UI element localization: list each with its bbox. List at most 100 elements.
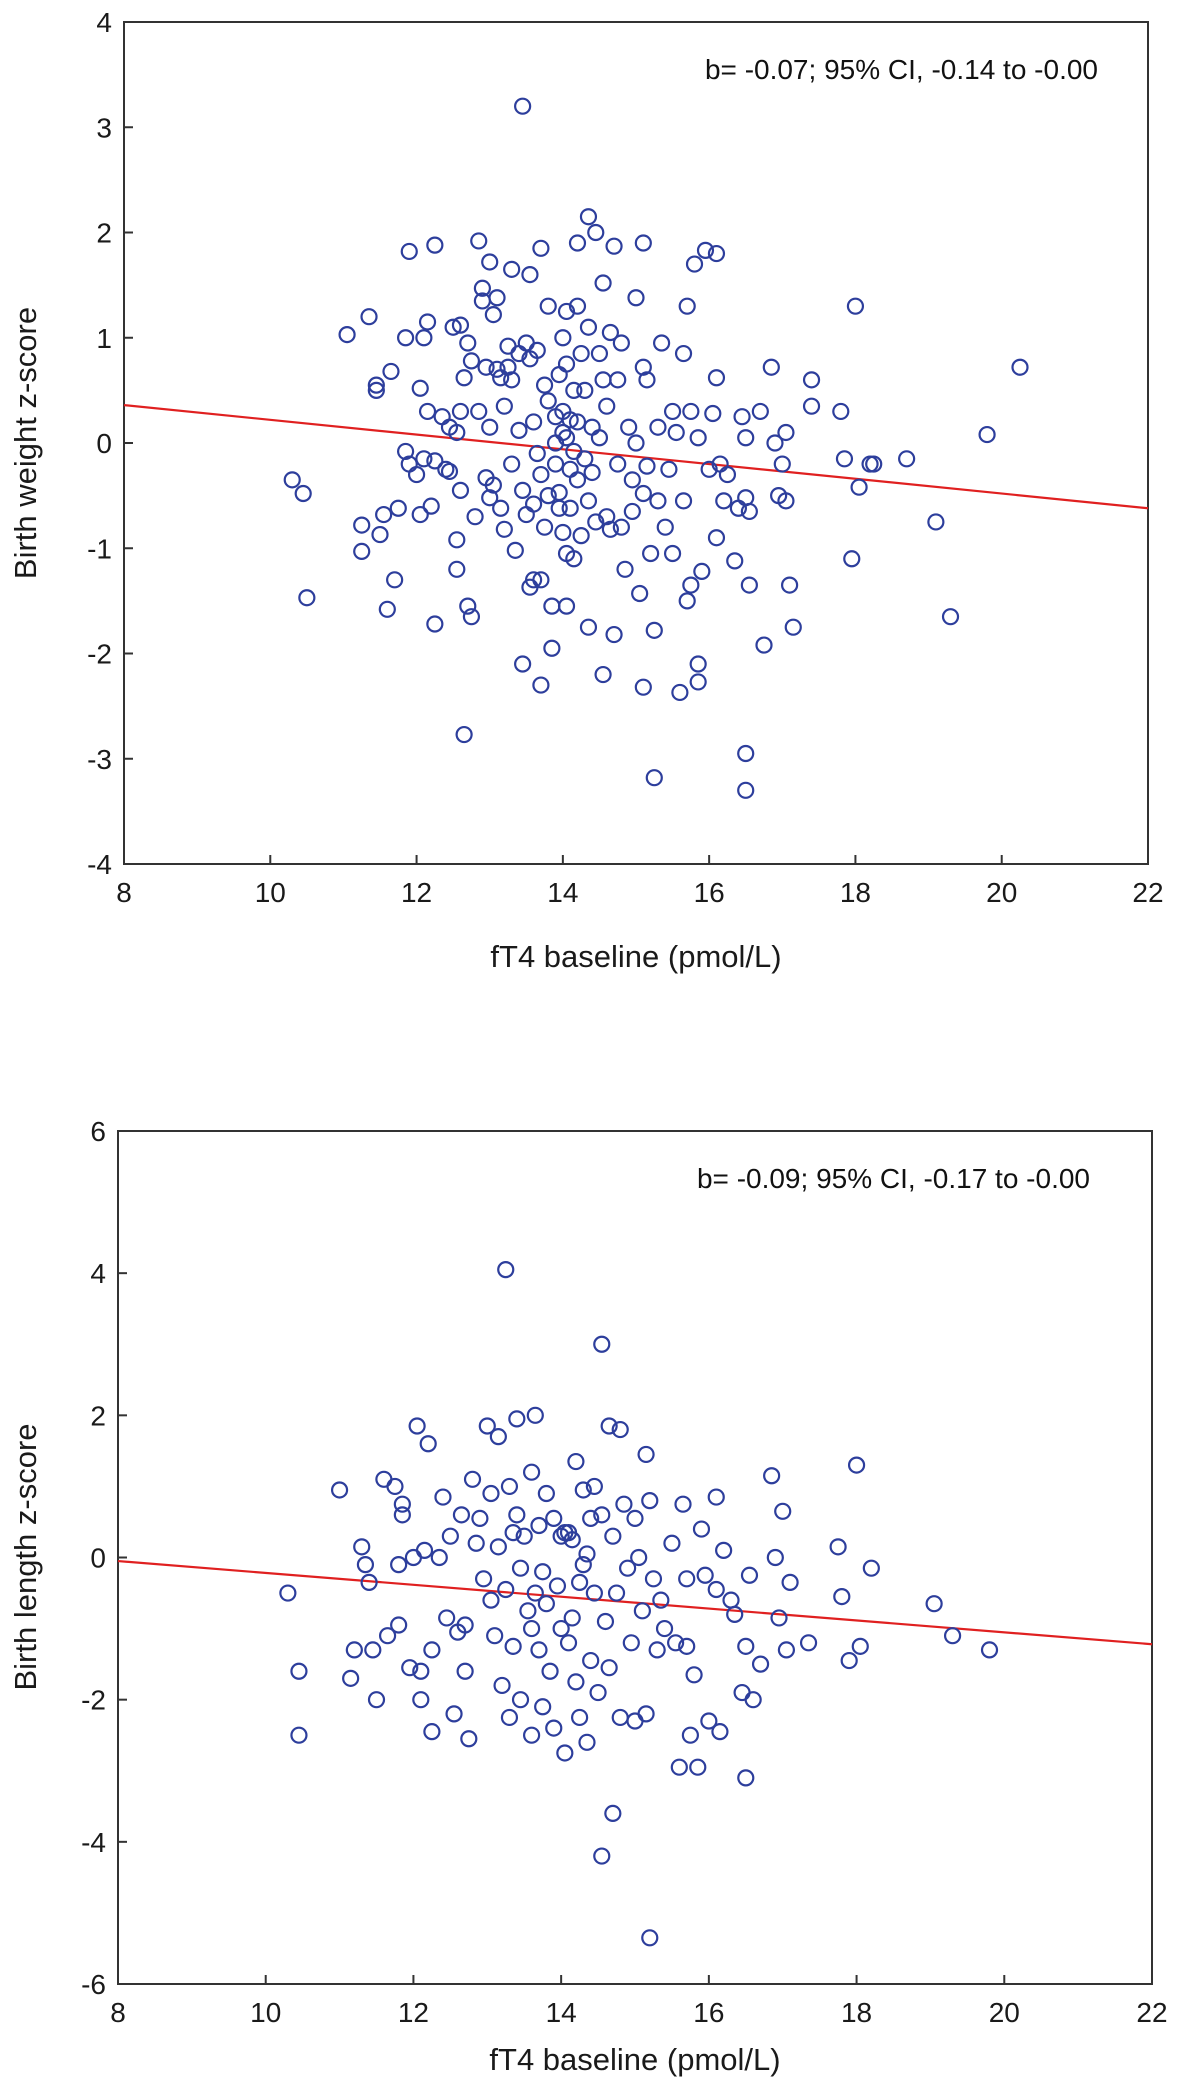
data-point: [609, 455, 627, 473]
data-point: [781, 1573, 799, 1591]
data-point: [448, 560, 466, 578]
data-point: [367, 381, 385, 399]
data-point: [497, 1261, 515, 1279]
data-point: [579, 208, 598, 226]
plot-area-frame: [117, 1130, 1153, 1985]
data-point: [471, 1509, 489, 1528]
data-point: [451, 316, 470, 334]
data-point: [557, 429, 576, 447]
data-point: [642, 544, 660, 563]
data-point: [530, 1641, 548, 1659]
data-point: [422, 497, 440, 515]
data-point: [511, 1559, 530, 1577]
x-tick-label: 16: [693, 1997, 724, 2028]
data-point: [441, 1527, 459, 1545]
y-tick-label: -6: [81, 1969, 106, 2000]
regression-line: [117, 1559, 1153, 1646]
plot-area-frame: [123, 21, 1149, 865]
data-point: [737, 1637, 755, 1655]
data-point: [700, 1712, 718, 1730]
data-point: [590, 429, 609, 447]
data-point: [601, 323, 620, 342]
data-point: [492, 499, 510, 517]
data-point: [412, 1691, 430, 1709]
data-point: [802, 371, 821, 389]
data-point: [426, 615, 444, 633]
data-point: [338, 325, 356, 344]
data-point: [528, 341, 546, 359]
data-point: [548, 1577, 567, 1595]
data-point: [532, 571, 550, 589]
data-point: [678, 1637, 696, 1655]
data-point: [678, 592, 696, 610]
data-point: [488, 360, 506, 378]
data-point: [423, 1641, 441, 1659]
data-point: [418, 313, 437, 331]
data-point: [353, 1538, 371, 1556]
data-point: [451, 402, 470, 421]
data-point: [386, 1477, 404, 1496]
data-point: [407, 465, 426, 484]
data-point: [593, 1506, 611, 1524]
data-point: [426, 236, 444, 254]
data-point: [470, 232, 488, 250]
data-point: [524, 413, 543, 431]
data-point: [678, 1570, 696, 1588]
data-point: [506, 541, 524, 559]
data-point: [572, 527, 590, 545]
data-point: [589, 1683, 607, 1702]
data-point: [462, 352, 481, 370]
data-point: [861, 455, 879, 473]
data-point: [707, 1488, 725, 1506]
data-point: [397, 329, 415, 347]
data-point: [571, 1573, 589, 1591]
data-point: [707, 369, 726, 387]
data-point: [415, 450, 433, 468]
data-point: [554, 523, 572, 542]
data-point: [637, 1705, 655, 1723]
data-point: [484, 305, 502, 324]
data-point: [850, 478, 868, 496]
y-tick-label: 0: [90, 1543, 106, 1574]
data-point: [474, 1570, 493, 1588]
data-point: [847, 1456, 866, 1474]
data-point: [619, 1559, 637, 1577]
data-point: [605, 237, 623, 255]
data-point: [943, 1627, 962, 1645]
chart-panel-birth-weight: 8 10 12 14 16 18 20 22 -4 -3 -2 -1 0 1 2 3 4 b= -0.07; 9…: [0, 0, 1181, 1000]
data-point: [375, 505, 393, 524]
data-point: [539, 392, 557, 410]
data-point: [568, 413, 587, 431]
data-point: [279, 1584, 297, 1602]
x-tick-label: 20: [989, 1997, 1020, 2028]
data-point: [539, 297, 557, 315]
data-point: [627, 434, 645, 452]
data-point: [522, 1726, 541, 1744]
y-tick-label: -1: [87, 533, 112, 564]
data-point: [578, 1545, 596, 1563]
x-tick-label: 14: [546, 1997, 577, 2028]
data-point: [594, 371, 612, 389]
data-point: [462, 608, 481, 626]
data-point: [524, 571, 543, 589]
y-tick-label: 4: [96, 7, 112, 38]
data-point: [623, 471, 641, 489]
data-point: [440, 462, 459, 481]
data-point: [444, 318, 462, 336]
data-point: [400, 242, 418, 261]
data-point: [722, 1591, 740, 1609]
data-point: [865, 455, 883, 473]
data-point: [663, 1534, 681, 1552]
x-tick-label: 16: [694, 877, 725, 908]
data-point: [382, 362, 400, 381]
data-point: [541, 1662, 559, 1680]
data-point: [777, 1641, 796, 1659]
data-point: [648, 1641, 666, 1659]
x-tick-label: 18: [841, 1997, 872, 2028]
data-point: [784, 618, 802, 636]
data-point: [583, 463, 601, 482]
data-point: [408, 1417, 426, 1435]
data-point: [626, 1712, 644, 1730]
data-point: [670, 1758, 688, 1776]
